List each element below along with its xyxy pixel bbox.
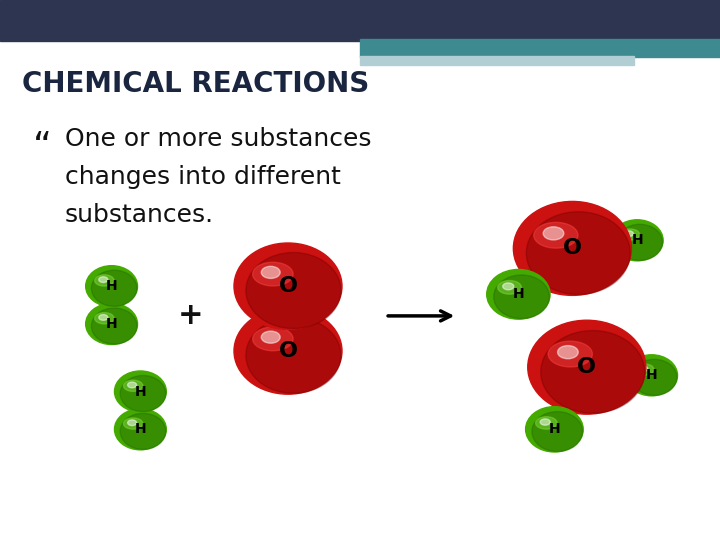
Ellipse shape: [127, 420, 137, 426]
Text: H: H: [646, 368, 657, 382]
Ellipse shape: [541, 330, 644, 413]
Text: H: H: [106, 279, 117, 293]
Bar: [360, 56, 634, 65]
Ellipse shape: [626, 355, 678, 396]
Ellipse shape: [114, 371, 166, 412]
Text: H: H: [135, 422, 146, 436]
Ellipse shape: [246, 318, 341, 393]
Text: O: O: [279, 341, 297, 361]
Bar: [0, 0, 720, 40]
Ellipse shape: [503, 283, 514, 290]
Text: changes into different: changes into different: [65, 165, 341, 188]
Ellipse shape: [513, 201, 631, 295]
Ellipse shape: [253, 327, 293, 351]
Ellipse shape: [548, 341, 593, 367]
Ellipse shape: [253, 262, 293, 286]
Text: “: “: [32, 130, 51, 164]
Ellipse shape: [246, 253, 341, 328]
Ellipse shape: [534, 222, 578, 248]
Ellipse shape: [532, 411, 582, 451]
Ellipse shape: [123, 380, 143, 392]
Ellipse shape: [99, 277, 108, 282]
Ellipse shape: [498, 280, 521, 294]
Ellipse shape: [557, 346, 578, 359]
Text: O: O: [563, 238, 582, 259]
Bar: [360, 39, 720, 57]
Ellipse shape: [127, 382, 137, 388]
Ellipse shape: [94, 275, 114, 286]
Ellipse shape: [99, 315, 108, 320]
Ellipse shape: [86, 266, 138, 307]
Ellipse shape: [120, 413, 166, 449]
Ellipse shape: [631, 359, 677, 395]
Ellipse shape: [487, 269, 550, 319]
Ellipse shape: [94, 313, 114, 324]
Ellipse shape: [634, 364, 654, 375]
Ellipse shape: [526, 407, 583, 452]
Text: H: H: [135, 384, 146, 399]
Ellipse shape: [526, 212, 630, 294]
Ellipse shape: [620, 229, 639, 240]
Ellipse shape: [624, 231, 634, 237]
Ellipse shape: [91, 270, 137, 306]
Ellipse shape: [234, 243, 342, 329]
Ellipse shape: [494, 275, 549, 319]
Ellipse shape: [536, 417, 557, 429]
Text: CHEMICAL REACTIONS: CHEMICAL REACTIONS: [22, 70, 369, 98]
Ellipse shape: [261, 331, 280, 343]
Ellipse shape: [234, 308, 342, 394]
Ellipse shape: [86, 303, 138, 345]
Text: substances.: substances.: [65, 202, 214, 226]
Ellipse shape: [543, 227, 564, 240]
Ellipse shape: [123, 418, 143, 429]
Ellipse shape: [120, 375, 166, 411]
Ellipse shape: [261, 266, 280, 279]
Text: H: H: [549, 422, 560, 436]
Ellipse shape: [611, 220, 663, 261]
Text: O: O: [279, 276, 297, 296]
Text: H: H: [631, 233, 643, 247]
Text: H: H: [106, 317, 117, 331]
Text: One or more substances: One or more substances: [65, 127, 372, 151]
Text: O: O: [577, 357, 596, 377]
Text: H: H: [513, 287, 524, 301]
Ellipse shape: [639, 366, 648, 372]
Ellipse shape: [114, 409, 166, 450]
Text: +: +: [178, 301, 204, 330]
Ellipse shape: [540, 419, 550, 425]
Ellipse shape: [617, 224, 662, 260]
Ellipse shape: [91, 308, 137, 344]
Ellipse shape: [528, 320, 646, 414]
